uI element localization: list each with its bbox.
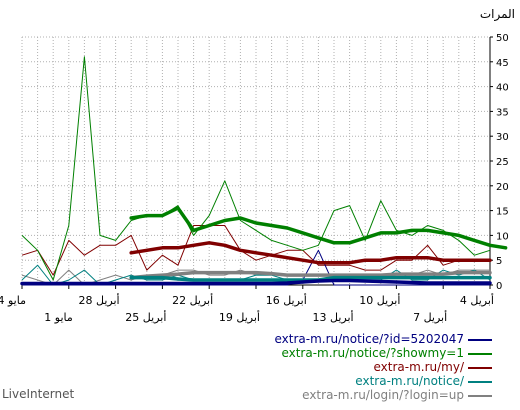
x-tick-label: 25 أبريل — [125, 310, 166, 324]
footer-brand[interactable]: LiveInternet — [2, 387, 75, 401]
y-tick-label: 30 — [496, 132, 509, 143]
legend-item-swatch — [468, 366, 492, 369]
x-tick-label: 1 مايو — [44, 311, 73, 324]
legend-item[interactable]: extra-m.ru/notice/?id=5202047 — [192, 333, 492, 346]
x-tick-label: 13 أبريل — [313, 310, 354, 324]
legend-item-swatch — [468, 352, 492, 355]
series-trend-line — [129, 241, 492, 265]
legend-item[interactable]: extra-m.ru/notice/?showmy=1 — [192, 347, 492, 360]
legend-item-swatch — [468, 380, 492, 383]
y-tick-label: 40 — [496, 83, 509, 94]
legend-item[interactable]: extra-m.ru/notice/ — [192, 375, 492, 388]
x-tick-label: 4 أبريل — [460, 293, 494, 307]
y-tick-label: 20 — [496, 182, 509, 193]
series-trend-line — [20, 278, 492, 286]
y-tick-label: 50 — [496, 33, 509, 44]
y-tick-label: 10 — [496, 231, 509, 242]
y-tick-label: 0 — [496, 281, 502, 292]
series-trend-line — [129, 206, 508, 250]
y-tick-label: 25 — [496, 157, 509, 168]
x-tick-label: 22 أبريل — [172, 293, 213, 307]
x-tick-label: 7 أبريل — [413, 310, 447, 324]
legend-item[interactable]: extra-m.ru/my/ — [192, 361, 492, 374]
series-line — [21, 56, 491, 281]
legend-item-label: extra-m.ru/notice/ — [355, 374, 464, 388]
legend-item[interactable]: extra-m.ru/login/?login=up — [192, 389, 492, 402]
y-tick-label: 15 — [496, 207, 509, 218]
y-axis-label: المرات — [480, 7, 515, 22]
legend-item-swatch — [468, 338, 492, 341]
x-tick-label: 4 مايو — [0, 294, 26, 307]
series-trend-line — [129, 270, 492, 280]
y-tick-label: 45 — [496, 58, 509, 69]
legend-item-label: extra-m.ru/notice/?showmy=1 — [281, 346, 464, 360]
legend-item-swatch — [468, 394, 492, 397]
x-tick-label: 19 أبريل — [219, 310, 260, 324]
legend-item-label: extra-m.ru/notice/?id=5202047 — [274, 332, 464, 346]
x-tick-label: 16 أبريل — [266, 293, 307, 307]
legend-item-label: extra-m.ru/login/?login=up — [302, 388, 464, 402]
y-tick-label: 5 — [496, 256, 502, 267]
series-line — [21, 225, 490, 276]
y-tick-label: 35 — [496, 107, 509, 118]
x-tick-label: 10 أبريل — [359, 293, 400, 307]
x-tick-label: 28 أبريل — [79, 293, 120, 307]
legend: extra-m.ru/notice/?id=5202047 extra-m.ru/… — [192, 333, 492, 403]
legend-item-label: extra-m.ru/my/ — [373, 360, 464, 374]
